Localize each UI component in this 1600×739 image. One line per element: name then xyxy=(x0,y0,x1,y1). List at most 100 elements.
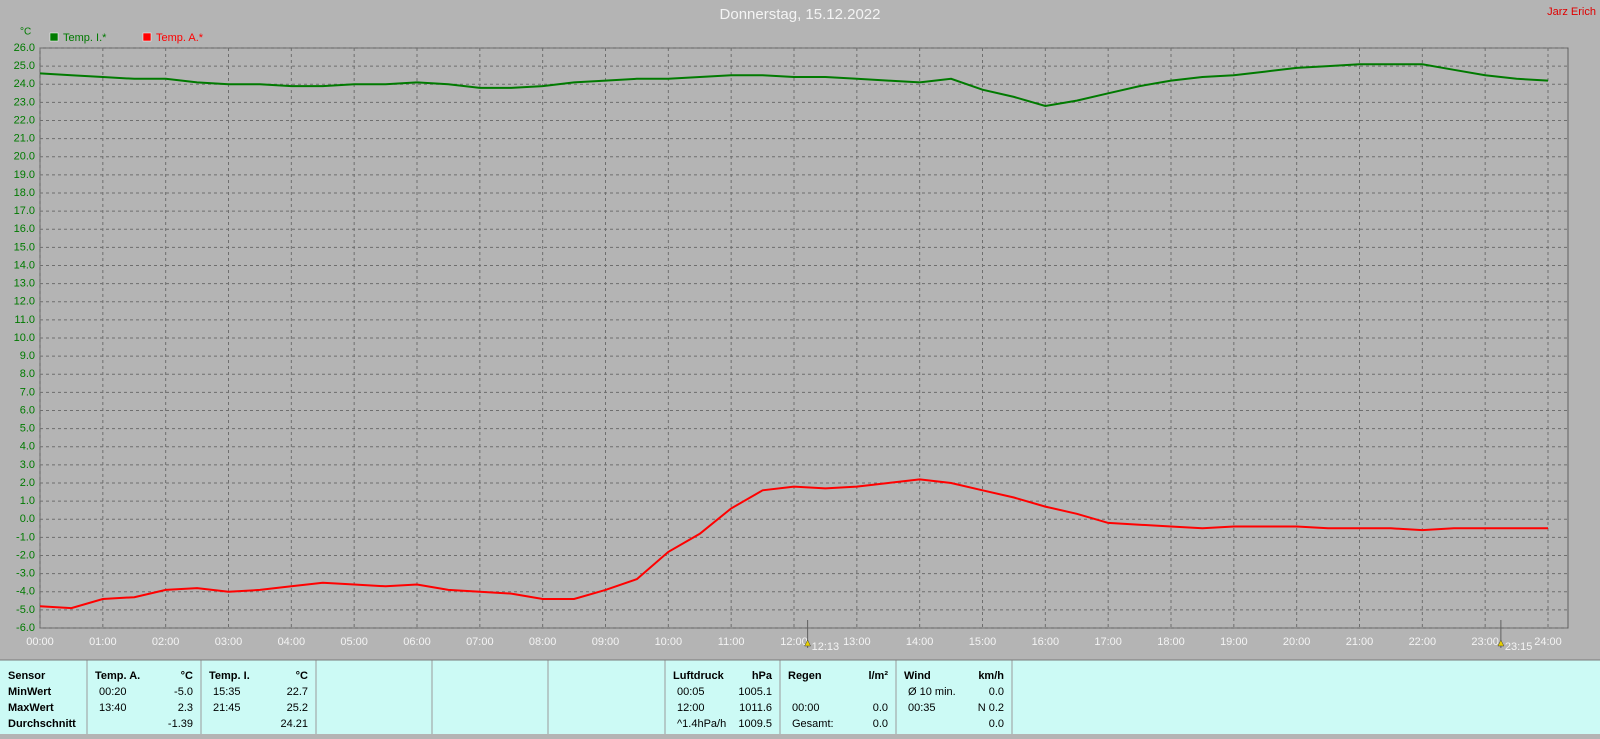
y-tick-label: 21.0 xyxy=(14,133,35,145)
legend-label: Temp. A.* xyxy=(156,32,204,44)
y-tick-label: 19.0 xyxy=(14,169,35,181)
table-header: l/m² xyxy=(868,670,888,682)
table-cell: 24.21 xyxy=(280,718,308,730)
table-cell: Durchschnitt xyxy=(8,718,76,730)
table-header: Wind xyxy=(904,670,931,682)
x-tick-label: 20:00 xyxy=(1283,636,1311,648)
legend-swatch xyxy=(49,32,59,42)
x-tick-label: 11:00 xyxy=(718,636,745,648)
y-tick-label: -3.0 xyxy=(16,568,35,580)
table-header: hPa xyxy=(752,670,773,682)
x-tick-label: 15:00 xyxy=(969,636,997,648)
table-cell: 13:40 xyxy=(99,702,127,714)
table-header: km/h xyxy=(978,670,1004,682)
y-tick-label: 7.0 xyxy=(20,386,35,398)
table-cell: -5.0 xyxy=(174,686,193,698)
author: Jarz Erich xyxy=(1547,6,1596,18)
y-tick-label: -5.0 xyxy=(16,604,35,616)
table-cell: -1.39 xyxy=(168,718,193,730)
table-header: Temp. I. xyxy=(209,670,250,682)
table-cell: 1011.6 xyxy=(739,702,772,714)
table-cell: ^1.4hPa/h xyxy=(677,718,726,730)
table-cell: 2.3 xyxy=(178,702,193,714)
y-tick-label: 2.0 xyxy=(20,477,35,489)
x-tick-label: 08:00 xyxy=(529,636,557,648)
y-tick-label: 1.0 xyxy=(20,495,35,507)
y-tick-label: 25.0 xyxy=(14,60,35,72)
x-tick-label: 19:00 xyxy=(1220,636,1248,648)
y-tick-label: 20.0 xyxy=(14,151,35,163)
table-cell: 15:35 xyxy=(213,686,241,698)
y-tick-label: 22.0 xyxy=(14,114,35,126)
y-tick-label: 11.0 xyxy=(14,314,35,326)
y-tick-label: 13.0 xyxy=(14,278,35,290)
line-series xyxy=(39,478,1548,610)
table-cell: 00:20 xyxy=(99,686,127,698)
table-cell: 1005.1 xyxy=(738,686,772,698)
y-tick-label: 8.0 xyxy=(20,368,35,380)
table-cell: 21:45 xyxy=(213,702,241,714)
x-tick-label: 00:00 xyxy=(26,636,54,648)
y-tick-label: 0.0 xyxy=(20,513,35,525)
y-tick-label: 10.0 xyxy=(14,332,35,344)
y-tick-label: 6.0 xyxy=(20,404,35,416)
table-cell: 1009.5 xyxy=(738,718,772,730)
annotation-label: 12:13 xyxy=(812,641,840,653)
y-tick-label: 3.0 xyxy=(20,459,35,471)
x-tick-label: 24:00 xyxy=(1534,636,1562,648)
x-tick-label: 09:00 xyxy=(592,636,620,648)
annotation-icon xyxy=(1497,639,1505,647)
x-tick-label: 17:00 xyxy=(1094,636,1122,648)
y-tick-label: 16.0 xyxy=(14,223,35,235)
x-tick-label: 14:00 xyxy=(906,636,934,648)
table-cell: 00:35 xyxy=(908,702,936,714)
y-tick-label: -2.0 xyxy=(16,549,35,561)
table-cell: N 0.2 xyxy=(978,702,1004,714)
y-tick-label: 24.0 xyxy=(14,78,35,90)
x-tick-label: 01:00 xyxy=(89,636,117,648)
line-series xyxy=(39,63,1549,108)
table-header: Luftdruck xyxy=(673,670,725,682)
y-tick-label: 5.0 xyxy=(20,423,35,435)
table-header: °C xyxy=(296,670,308,682)
x-tick-label: 04:00 xyxy=(278,636,306,648)
y-tick-label: 17.0 xyxy=(14,205,35,217)
table-cell: 00:05 xyxy=(677,686,705,698)
legend-swatch xyxy=(142,32,152,42)
table-cell: 00:00 xyxy=(792,702,820,714)
y-tick-label: 23.0 xyxy=(14,96,35,108)
table-header: Sensor xyxy=(8,670,46,682)
y-tick-label: -4.0 xyxy=(16,586,35,598)
y-tick-label: 9.0 xyxy=(20,350,35,362)
table-background xyxy=(0,660,1600,734)
x-tick-label: 13:00 xyxy=(843,636,871,648)
x-tick-label: 22:00 xyxy=(1409,636,1437,648)
x-tick-label: 18:00 xyxy=(1157,636,1185,648)
x-tick-label: 23:00 xyxy=(1471,636,1499,648)
table-cell: 25.2 xyxy=(287,702,308,714)
x-tick-label: 21:00 xyxy=(1346,636,1374,648)
y-tick-label: 18.0 xyxy=(14,187,35,199)
table-header: °C xyxy=(181,670,193,682)
table-cell: 0.0 xyxy=(873,718,888,730)
x-tick-label: 12:00 xyxy=(780,636,808,648)
y-tick-label: -1.0 xyxy=(16,531,35,543)
table-cell: 0.0 xyxy=(989,686,1004,698)
legend-label: Temp. I.* xyxy=(63,32,107,44)
y-tick-label: 12.0 xyxy=(14,296,35,308)
table-header: Regen xyxy=(788,670,822,682)
background xyxy=(0,0,1600,660)
y-tick-label: 15.0 xyxy=(14,241,35,253)
table-cell: Gesamt: xyxy=(792,718,834,730)
table-cell: 0.0 xyxy=(989,718,1004,730)
y-unit: °C xyxy=(20,27,31,38)
x-tick-label: 07:00 xyxy=(466,636,494,648)
chart-title: Donnerstag, 15.12.2022 xyxy=(720,6,881,23)
annotation-icon xyxy=(804,639,812,647)
y-tick-label: -6.0 xyxy=(16,622,35,634)
x-tick-label: 02:00 xyxy=(152,636,180,648)
annotation-label: 23:15 xyxy=(1505,641,1533,653)
x-tick-label: 03:00 xyxy=(215,636,243,648)
